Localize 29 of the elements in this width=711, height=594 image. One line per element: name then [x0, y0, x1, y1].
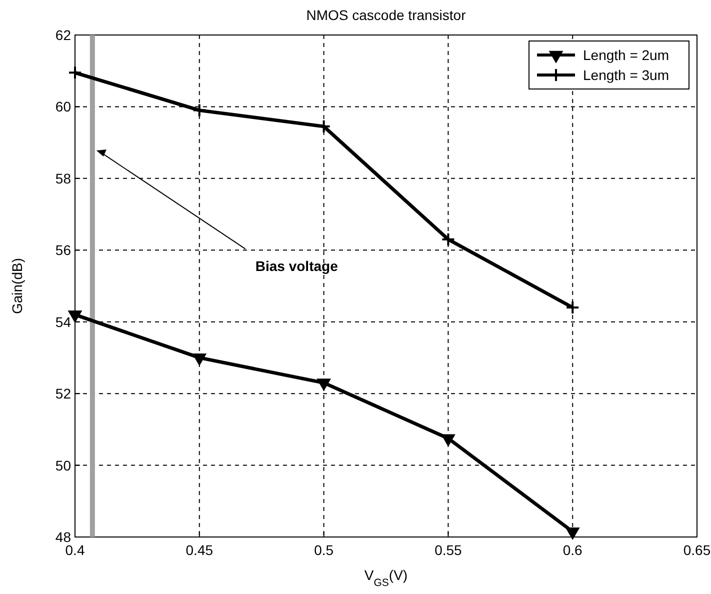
- y-axis-title: Gain(dB): [9, 258, 25, 314]
- y-tick-label: 60: [55, 98, 72, 115]
- x-tick-label: 0.65: [683, 542, 711, 558]
- point: [192, 103, 206, 118]
- chart-title: NMOS cascode transistor: [306, 7, 466, 23]
- ref-line-label: Bias voltage: [255, 258, 338, 274]
- y-tick-label: 50: [55, 457, 72, 474]
- point: [316, 119, 331, 134]
- y-tick-label: 54: [55, 314, 72, 330]
- x-tick-label: 0.6: [562, 542, 583, 558]
- point: [68, 66, 82, 80]
- y-tick-label: 58: [55, 170, 72, 186]
- point: [565, 527, 580, 540]
- legend-label: Length = 2um: [583, 47, 670, 63]
- point: [192, 354, 207, 366]
- point: [440, 434, 456, 447]
- y-tick-label: 56: [55, 242, 72, 258]
- x-tick-label: 0.45: [186, 542, 214, 558]
- point: [441, 232, 456, 246]
- x-tick-label: 0.55: [434, 542, 462, 558]
- x-tick-label: 0.5: [314, 542, 334, 558]
- y-tick-label: 52: [55, 386, 72, 402]
- y-tick-label: 48: [55, 529, 72, 545]
- legend-label: Length = 3um: [583, 67, 670, 83]
- point: [316, 378, 332, 392]
- point: [566, 300, 580, 315]
- x-tick-label: 0.4: [65, 542, 85, 558]
- x-axis-title: V$_{GS}$(V): [364, 567, 408, 589]
- y-tick-label: 62: [55, 27, 72, 43]
